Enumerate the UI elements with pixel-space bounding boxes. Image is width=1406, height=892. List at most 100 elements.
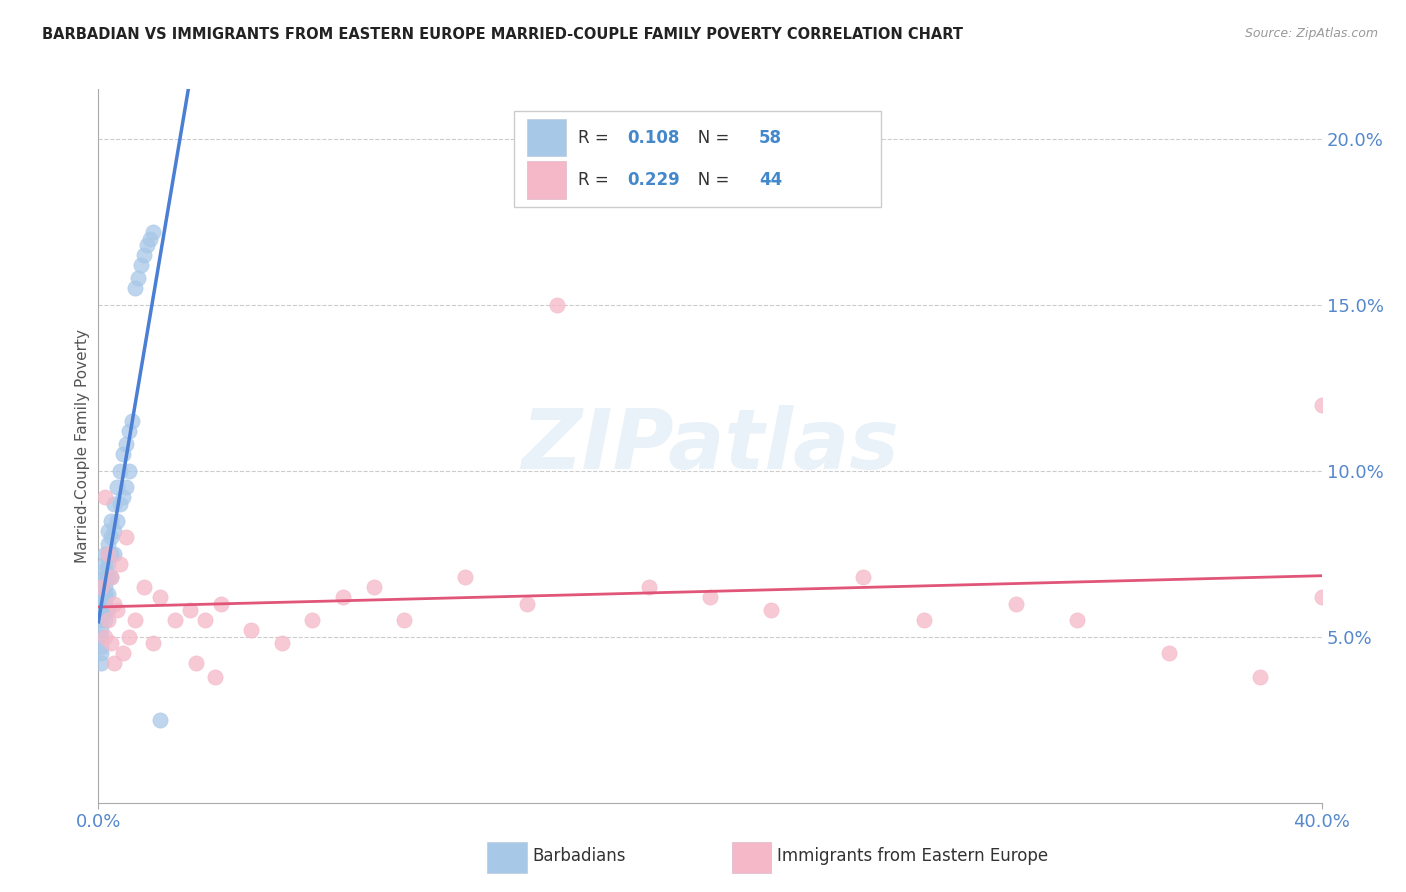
Point (454, 570, 477, 584)
Point (100, 514, 122, 528)
Point (93, 597, 115, 611)
Point (100, 636, 122, 650)
Point (115, 437, 138, 451)
Point (516, 597, 538, 611)
Point (118, 630, 141, 644)
Text: 0.229: 0.229 (627, 171, 679, 189)
Point (149, 590, 172, 604)
Point (204, 670, 226, 684)
Point (90, 647, 112, 661)
Point (90, 624, 112, 638)
Point (115, 530, 138, 544)
Point (100, 570, 122, 584)
Point (90, 630, 112, 644)
Text: Barbadians: Barbadians (533, 847, 626, 865)
FancyBboxPatch shape (488, 842, 526, 873)
Point (100, 547, 122, 561)
Point (103, 497, 125, 511)
Point (97, 547, 120, 561)
FancyBboxPatch shape (527, 161, 565, 199)
Point (301, 613, 323, 627)
Point (270, 636, 292, 650)
Point (97, 547, 120, 561)
Point (111, 647, 134, 661)
Point (90, 607, 112, 621)
Point (127, 271, 149, 285)
Text: ZIPatlas: ZIPatlas (522, 406, 898, 486)
FancyBboxPatch shape (733, 842, 772, 873)
Point (90, 580, 112, 594)
Point (97, 524, 120, 538)
Point (90, 640, 112, 654)
Text: 0.108: 0.108 (627, 128, 679, 146)
Point (97, 537, 120, 551)
Point (90, 580, 112, 594)
FancyBboxPatch shape (515, 111, 882, 207)
Point (103, 657, 125, 671)
Point (93, 564, 115, 578)
Point (103, 524, 125, 538)
Point (363, 580, 385, 594)
Point (105, 603, 128, 617)
Point (97, 557, 120, 571)
Point (93, 603, 115, 617)
Point (124, 613, 146, 627)
Point (108, 557, 131, 571)
Point (105, 481, 128, 495)
Text: N =: N = (682, 128, 734, 146)
Point (699, 590, 721, 604)
Point (103, 547, 125, 561)
Point (194, 613, 217, 627)
Point (1249, 670, 1271, 684)
Point (108, 464, 131, 478)
Point (1310, 590, 1333, 604)
Point (90, 587, 112, 601)
FancyBboxPatch shape (527, 119, 565, 156)
Point (240, 624, 263, 638)
Point (115, 481, 138, 495)
Point (142, 636, 165, 650)
Y-axis label: Married-Couple Family Poverty: Married-Couple Family Poverty (75, 329, 90, 563)
Point (118, 464, 141, 478)
Text: Source: ZipAtlas.com: Source: ZipAtlas.com (1244, 27, 1378, 40)
Point (136, 238, 159, 252)
Point (852, 570, 875, 584)
Point (103, 597, 125, 611)
Point (912, 613, 935, 627)
Point (93, 570, 115, 584)
Point (209, 597, 232, 611)
Point (179, 603, 201, 617)
Text: R =: R = (578, 128, 614, 146)
Point (1310, 397, 1333, 411)
Point (111, 447, 134, 461)
Point (93, 557, 115, 571)
Point (97, 603, 120, 617)
Point (90, 613, 112, 627)
Point (186, 657, 208, 671)
Text: Immigrants from Eastern Europe: Immigrants from Eastern Europe (778, 847, 1049, 865)
Point (93, 630, 115, 644)
Point (97, 570, 120, 584)
Point (1004, 597, 1026, 611)
Point (90, 657, 112, 671)
Point (121, 414, 143, 428)
Point (118, 424, 141, 438)
Point (546, 298, 568, 312)
Point (134, 248, 156, 262)
Point (149, 713, 172, 727)
Point (90, 580, 112, 594)
Point (124, 281, 146, 295)
Point (332, 590, 354, 604)
Point (163, 613, 186, 627)
Point (100, 570, 122, 584)
Point (100, 530, 122, 544)
Point (111, 491, 134, 505)
Point (90, 597, 112, 611)
Point (93, 597, 115, 611)
Point (1157, 647, 1180, 661)
Text: 58: 58 (759, 128, 782, 146)
Text: N =: N = (682, 171, 734, 189)
Point (142, 225, 165, 239)
Point (93, 580, 115, 594)
Point (134, 580, 156, 594)
